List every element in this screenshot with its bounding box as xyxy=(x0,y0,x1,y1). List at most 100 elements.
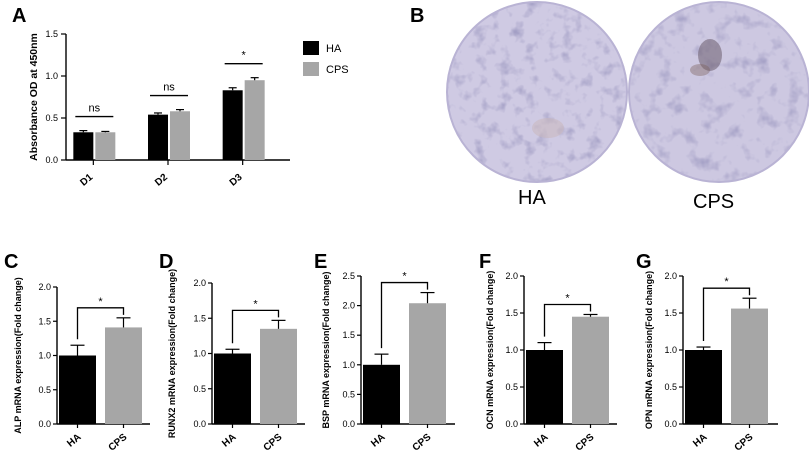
chart-f: 0.0 0.5 1.0 1.5 2.0 OCN mRNA expression(Fold … xyxy=(485,271,617,454)
panel-letter-f: F xyxy=(479,251,491,273)
legend-label-ha: HA xyxy=(326,43,342,55)
chart-c: 0.0 0.5 1.0 1.5 2.0 ALP mRNA expression(Fold … xyxy=(13,277,150,454)
bar-cps-d2 xyxy=(170,111,190,160)
bar-cps-e xyxy=(409,303,446,424)
bar-ha-d1 xyxy=(73,132,94,160)
y-tick-label-g: 1.0 xyxy=(664,345,677,355)
y-tick-label-e: 0.5 xyxy=(342,389,355,399)
y-tick-label-a: 0.5 xyxy=(45,113,58,123)
y-tick-label-a: 1.5 xyxy=(45,29,58,39)
y-tick-label-g: 0.0 xyxy=(664,419,677,429)
bar-cps-g xyxy=(731,308,768,424)
bar-cps-d1 xyxy=(95,132,116,160)
y-tick-label-e: 1.0 xyxy=(342,360,355,370)
y-axis-title-f: OCN mRNA expression(Fold change) xyxy=(485,271,495,430)
y-axis-title-g: OPN mRNA expression(Fold change) xyxy=(644,271,654,429)
y-axis-title-a: Absorbance OD at 450nm xyxy=(28,33,40,161)
significance-bracket-e xyxy=(380,281,429,349)
y-tick-label-g: 2.0 xyxy=(664,271,677,281)
bar-ha-f xyxy=(526,350,563,424)
significance-bracket-g xyxy=(702,287,751,342)
y-axis-title-e: BSP mRNA expression(Fold change) xyxy=(321,271,331,428)
y-tick-label-e: 2.0 xyxy=(342,301,355,311)
stain-image-cps xyxy=(628,1,809,183)
significance-label-g: * xyxy=(724,276,729,288)
bar-ha-e xyxy=(363,364,400,424)
significance-bracket-d xyxy=(231,309,280,344)
significance-label-d: * xyxy=(253,298,258,310)
significance-label-a: ns xyxy=(163,82,175,94)
legend-label-cps: CPS xyxy=(326,64,349,76)
y-tick-label-e: 0.0 xyxy=(342,419,355,429)
bar-ha-c xyxy=(59,355,96,424)
stain-image-ha xyxy=(446,1,628,183)
panel-letter-g: G xyxy=(636,251,652,273)
legend-swatch-ha xyxy=(303,41,319,55)
bar-cps-c xyxy=(105,327,142,424)
y-tick-label-c: 1.0 xyxy=(38,351,51,361)
y-tick-label-f: 1.0 xyxy=(505,345,518,355)
y-tick-label-c: 0.5 xyxy=(38,385,51,395)
x-tick-label-c: HA xyxy=(65,432,83,450)
chart-g: 0.0 0.5 1.0 1.5 2.0 OPN mRNA expression(Fold … xyxy=(644,271,778,454)
y-tick-label-f: 0.0 xyxy=(505,419,518,429)
panel-letter-c: C xyxy=(4,251,18,273)
panel-letter-b: B xyxy=(410,5,424,27)
panel-letter-e: E xyxy=(314,251,327,273)
bar-cps-d xyxy=(260,328,297,424)
y-tick-label-d: 0.5 xyxy=(193,384,206,394)
significance-label-c: * xyxy=(98,296,103,308)
x-tick-label-a: D3 xyxy=(228,172,245,189)
y-tick-label-e: 1.5 xyxy=(342,330,355,340)
significance-label-e: * xyxy=(402,271,407,283)
bar-cps-d3 xyxy=(244,80,265,160)
stain-label-cps: CPS xyxy=(693,191,734,213)
y-tick-label-d: 0.0 xyxy=(193,419,206,429)
y-tick-label-c: 0.0 xyxy=(38,419,51,429)
y-tick-label-c: 2.0 xyxy=(38,282,51,292)
significance-bracket-c xyxy=(76,307,125,340)
y-tick-label-c: 1.5 xyxy=(38,316,51,326)
significance-label-f: * xyxy=(565,292,570,304)
panel-letter-d: D xyxy=(159,251,173,273)
y-tick-label-f: 0.5 xyxy=(505,382,518,392)
y-tick-label-d: 1.0 xyxy=(193,349,206,359)
x-tick-label-e: CPS xyxy=(411,432,434,454)
chart-d: 0.0 0.5 1.0 1.5 2.0 RUNX2 mRNA expression(Fol… xyxy=(167,269,305,454)
y-axis-title-c: ALP mRNA expression(Fold change) xyxy=(13,277,23,434)
bar-ha-d xyxy=(214,353,251,424)
significance-label-a: ns xyxy=(89,103,101,115)
legend-swatch-cps xyxy=(303,62,319,76)
y-tick-label-d: 1.5 xyxy=(193,313,206,323)
x-tick-label-d: CPS xyxy=(262,432,285,454)
x-tick-label-c: CPS xyxy=(107,432,130,454)
y-tick-label-a: 1.0 xyxy=(45,71,58,81)
y-axis-title-d: RUNX2 mRNA expression(Fold change) xyxy=(167,269,177,438)
y-tick-label-a: 0.0 xyxy=(45,155,58,165)
y-tick-label-e: 2.5 xyxy=(342,271,355,281)
y-tick-label-f: 2.0 xyxy=(505,271,518,281)
x-tick-label-f: HA xyxy=(532,432,550,450)
y-tick-label-g: 1.5 xyxy=(664,308,677,318)
bar-ha-g xyxy=(685,350,722,424)
x-tick-label-e: HA xyxy=(369,432,387,450)
x-tick-label-d: HA xyxy=(220,432,238,450)
x-tick-label-g: HA xyxy=(691,432,709,450)
significance-label-a: * xyxy=(242,50,247,62)
y-tick-label-f: 1.5 xyxy=(505,308,518,318)
y-tick-label-d: 2.0 xyxy=(193,278,206,288)
x-tick-label-f: CPS xyxy=(574,432,597,454)
bar-ha-d2 xyxy=(148,114,168,160)
bar-cps-f xyxy=(572,316,609,424)
significance-bracket-f xyxy=(543,303,592,337)
bar-ha-d3 xyxy=(222,90,243,160)
y-tick-label-g: 0.5 xyxy=(664,382,677,392)
x-tick-label-g: CPS xyxy=(733,432,756,454)
chart-e: 0.0 0.5 1.0 1.5 2.0 2.5 BSP mRNA expression(Fo… xyxy=(321,271,455,454)
x-tick-label-a: D1 xyxy=(78,172,95,189)
stain-label-ha: HA xyxy=(518,187,546,209)
chart-a: 0.0 0.5 1.0 1.5 Absorbance OD at 450nm D1 ns D2… xyxy=(28,29,349,189)
panel-letter-a: A xyxy=(12,5,26,27)
x-tick-label-a: D2 xyxy=(153,172,170,189)
